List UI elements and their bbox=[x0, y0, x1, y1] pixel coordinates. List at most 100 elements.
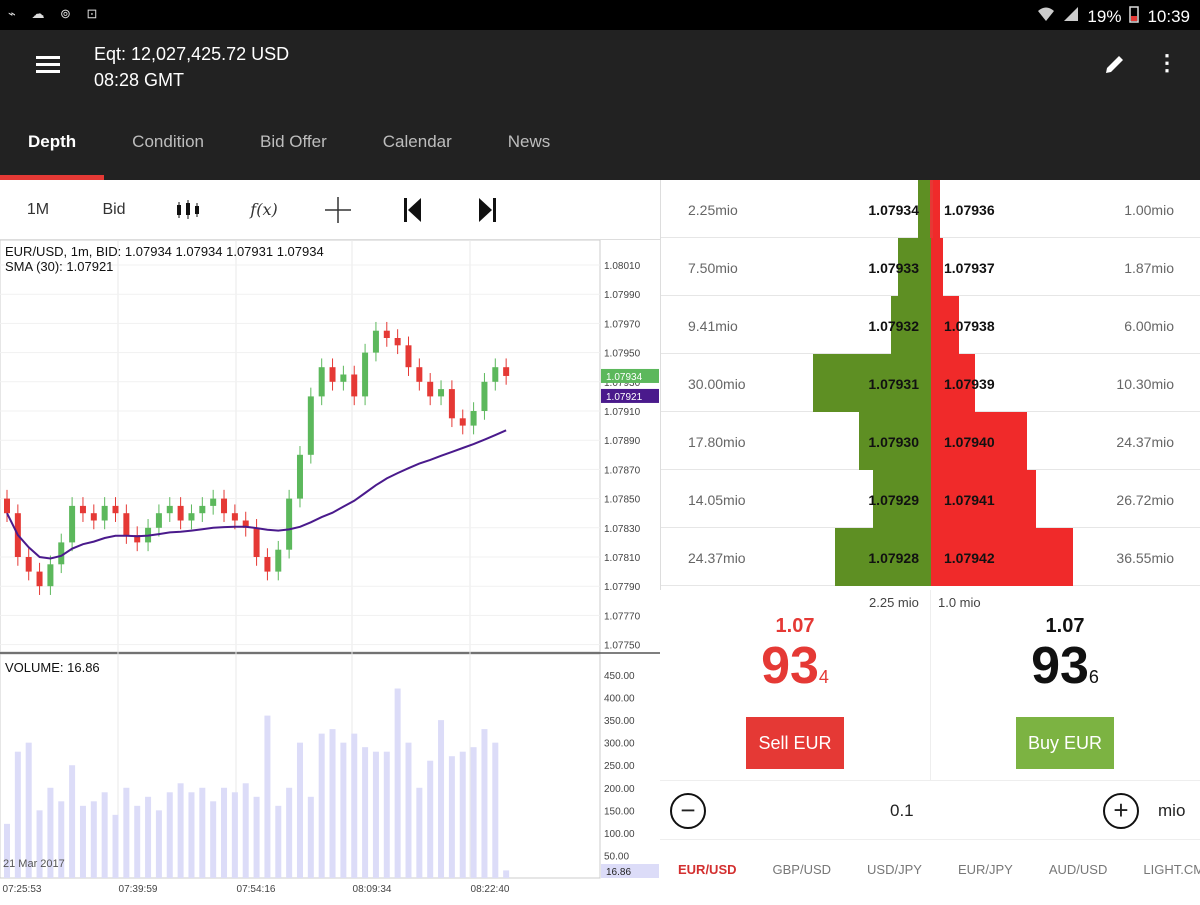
sell-quote: 1.07 934 bbox=[660, 615, 930, 694]
pair-usdjpy[interactable]: USD/JPY bbox=[867, 862, 922, 877]
tab-calendar[interactable]: Calendar bbox=[382, 132, 452, 151]
candle-body bbox=[25, 557, 32, 572]
price-tick-label: 1.07810 bbox=[604, 553, 641, 564]
volume-bar bbox=[427, 760, 434, 878]
indicator-function-icon[interactable]: f(x) bbox=[250, 200, 278, 219]
volume-bar bbox=[112, 814, 119, 878]
crosshair-icon[interactable] bbox=[318, 180, 358, 240]
battery-icon bbox=[1129, 5, 1140, 28]
bid-price: 1.07933 bbox=[868, 260, 919, 276]
volume-bar bbox=[286, 787, 293, 878]
battery-percent: 19% bbox=[1087, 6, 1122, 26]
ask-volume: 36.55mio bbox=[1116, 550, 1174, 566]
time-tick-label: 08:09:34 bbox=[353, 884, 392, 895]
increase-amount-icon[interactable]: + bbox=[1103, 793, 1139, 829]
skip-to-start-icon[interactable] bbox=[394, 180, 430, 240]
depth-row[interactable]: 14.05mio 1.07929 1.07941 26.72mio bbox=[661, 470, 1200, 528]
candle-body bbox=[503, 367, 510, 376]
sma-line bbox=[6, 429, 507, 560]
app-bar: Eqt: 12,027,425.72 USD 08:28 GMT ⋮ Depth… bbox=[0, 30, 1200, 180]
decrease-amount-icon[interactable]: − bbox=[670, 793, 706, 829]
candle-body bbox=[340, 374, 347, 382]
candle-body bbox=[394, 338, 401, 346]
ask-price: 1.07941 bbox=[944, 492, 995, 508]
more-options-icon[interactable]: ⋮ bbox=[1156, 50, 1178, 75]
bid-price: 1.07931 bbox=[868, 376, 919, 392]
ask-volume-bar bbox=[931, 412, 1027, 470]
buy-button[interactable]: Buy EUR bbox=[1016, 717, 1114, 769]
tab-depth[interactable]: Depth bbox=[0, 124, 105, 180]
candle-body bbox=[264, 557, 271, 572]
buy-price-pips: 93 bbox=[1031, 637, 1089, 695]
depth-row[interactable]: 7.50mio 1.07933 1.07937 1.87mio bbox=[661, 238, 1200, 296]
volume-tick-label: 250.00 bbox=[604, 761, 635, 772]
pair-audusd[interactable]: AUD/USD bbox=[1048, 862, 1108, 877]
pair-gbpusd[interactable]: GBP/USD bbox=[772, 862, 832, 877]
tab-condition[interactable]: Condition bbox=[132, 132, 204, 151]
candle-body bbox=[166, 505, 173, 514]
candle-body bbox=[405, 345, 412, 368]
ask-volume-bar bbox=[931, 296, 959, 354]
candle-body bbox=[47, 564, 54, 587]
pair-light-cmd-usd[interactable]: LIGHT.CMD/USD bbox=[1143, 862, 1200, 877]
candle-body bbox=[210, 498, 217, 506]
gmt-time: 08:28 GMT bbox=[94, 70, 185, 90]
candle-body bbox=[459, 418, 466, 426]
candle-body bbox=[199, 505, 206, 514]
depth-row[interactable]: 24.37mio 1.07928 1.07942 36.55mio bbox=[661, 528, 1200, 586]
candle-body bbox=[36, 571, 43, 587]
volume-bar bbox=[69, 765, 76, 878]
tab-news[interactable]: News bbox=[507, 132, 551, 151]
bid-volume: 17.80mio bbox=[688, 434, 746, 450]
candle-body bbox=[427, 381, 434, 397]
amount-value[interactable]: 0.1 bbox=[890, 801, 914, 820]
ask-volume: 1.87mio bbox=[1124, 260, 1174, 276]
sell-price-fraction: 4 bbox=[818, 667, 829, 687]
price-tick-label: 1.07850 bbox=[604, 495, 641, 506]
price-tick-label: 1.07890 bbox=[604, 436, 641, 447]
depth-row[interactable]: 30.00mio 1.07931 1.07939 10.30mio bbox=[661, 354, 1200, 412]
candle-body bbox=[112, 505, 119, 514]
ask-price: 1.07942 bbox=[944, 550, 995, 566]
skip-to-end-icon[interactable] bbox=[470, 180, 506, 240]
volume-bar bbox=[329, 729, 336, 878]
candle-body bbox=[296, 454, 303, 499]
candle-body bbox=[69, 505, 76, 543]
price-type-button[interactable]: Bid bbox=[102, 201, 126, 218]
volume-bar bbox=[231, 792, 238, 878]
bid-price: 1.07930 bbox=[868, 434, 919, 450]
price-tick-label: 1.07790 bbox=[604, 582, 641, 593]
candle-body bbox=[253, 527, 260, 557]
current-price-tag bbox=[601, 368, 659, 383]
sell-button[interactable]: Sell EUR bbox=[746, 717, 844, 769]
pair-eurusd[interactable]: EUR/USD bbox=[678, 862, 737, 877]
buy-price-big-figure: 1.07 bbox=[1045, 615, 1085, 637]
candle-body bbox=[329, 367, 336, 382]
volume-bar bbox=[123, 787, 130, 878]
price-tick-label: 1.07870 bbox=[604, 465, 641, 476]
volume-bar bbox=[296, 742, 303, 878]
volume-bar bbox=[503, 870, 510, 878]
depth-row[interactable]: 9.41mio 1.07932 1.07938 6.00mio bbox=[661, 296, 1200, 354]
edit-pencil-icon[interactable] bbox=[1103, 52, 1133, 82]
volume-bar bbox=[221, 787, 228, 878]
price-chart[interactable]: 1.08010 1.07990 1.07970 1.07950 1.07930 1.079… bbox=[0, 239, 660, 900]
sell-price-pips: 93 bbox=[761, 637, 819, 695]
bid-volume-bar bbox=[859, 412, 931, 470]
candlestick-icon[interactable] bbox=[168, 180, 208, 240]
tab-bid-offer[interactable]: Bid Offer bbox=[260, 132, 327, 151]
hamburger-menu-icon[interactable] bbox=[36, 52, 68, 80]
depth-row[interactable]: 17.80mio 1.07930 1.07940 24.37mio bbox=[661, 412, 1200, 470]
candle-body bbox=[188, 513, 195, 521]
current-volume-label: 16.86 bbox=[606, 867, 631, 878]
price-tick-label: 1.07750 bbox=[604, 641, 641, 652]
volume-bar bbox=[448, 756, 455, 878]
ask-volume: 1.00mio bbox=[1124, 202, 1174, 218]
ask-total: 1.0 mio bbox=[938, 595, 981, 610]
pair-eurjpy[interactable]: EUR/JPY bbox=[957, 862, 1013, 877]
interval-button[interactable]: 1M bbox=[26, 201, 50, 218]
notification-icons: ⌁ ☁ ⊚ ⊡ bbox=[8, 6, 104, 21]
volume-bar bbox=[101, 792, 108, 878]
volume-bar bbox=[481, 729, 488, 878]
candle-body bbox=[481, 381, 488, 411]
